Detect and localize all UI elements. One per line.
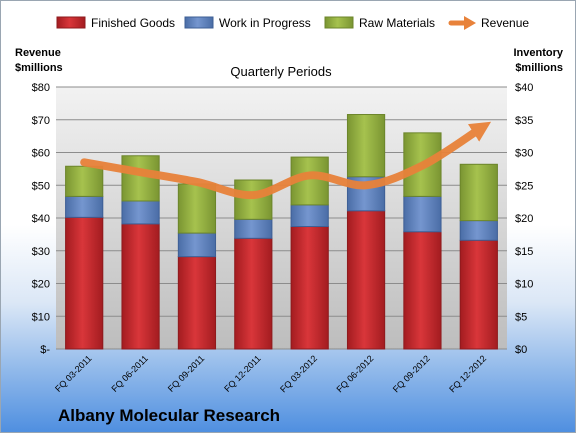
x-tick-label: FQ 09-2012 [391,353,432,394]
bar-finished-goods [403,231,442,350]
legend-label-raw-materials: Raw Materials [359,16,435,30]
bar-work-in-progress [65,195,104,218]
bar-raw-materials [121,155,160,202]
chart-title: Quarterly Periods [230,64,332,79]
x-tick-label: FQ 12-2011 [222,353,263,394]
right-tick-label: $0 [515,344,527,356]
bar-finished-goods [459,239,498,350]
right-tick-label: $25 [515,180,533,192]
revenue-line-group [80,121,492,200]
right-tick-label: $15 [515,246,533,258]
bar-finished-goods [234,237,273,350]
legend-swatch-finished-goods [56,16,86,29]
revenue-line [80,121,492,200]
bar-raw-materials [459,163,498,222]
left-axis-title-line1: Revenue [15,47,61,59]
company-name: Albany Molecular Research [58,406,281,425]
bar-finished-goods [290,226,329,350]
legend-label-work-in-progress: Work in Progress [219,16,311,30]
left-tick-label: $10 [32,311,50,323]
x-tick-label: FQ 06-2011 [109,353,150,394]
bar-work-in-progress [290,204,329,228]
bars [65,114,498,350]
left-tick-label: $60 [32,148,50,160]
right-tick-label: $20 [515,213,533,225]
legend-arrow-icon [464,16,476,30]
legend-swatch-work-in-progress [184,16,214,29]
x-tick-label: FQ 12-2012 [447,353,488,394]
right-tick-label: $40 [515,82,533,94]
legend: Finished Goods Work in Progress Raw Materi… [56,16,529,30]
x-tick-label: FQ 06-2012 [334,353,375,394]
bar-raw-materials [177,183,217,234]
right-tick-label: $5 [515,311,527,323]
bar-work-in-progress [403,195,442,233]
bar-raw-materials [234,179,273,220]
legend-label-revenue: Revenue [481,16,529,30]
bar-work-in-progress [234,218,273,239]
bar-finished-goods [177,256,217,350]
x-tick-label: FQ 09-2011 [166,353,207,394]
legend-swatch-raw-materials [324,16,354,29]
bar-finished-goods [121,223,160,350]
bar-raw-materials [346,114,386,178]
left-tick-label: $- [40,344,50,356]
left-tick-label: $20 [32,279,50,291]
legend-label-finished-goods: Finished Goods [91,16,175,30]
bar-raw-materials [65,165,104,197]
left-axis-title-line2: $millions [15,62,63,74]
bar-finished-goods [346,210,386,350]
right-axis-title-line1: Inventory [513,47,563,59]
right-tick-label: $10 [515,279,533,291]
right-axis-title-line2: $millions [515,62,563,74]
x-tick-label: FQ 03-2011 [53,353,94,394]
left-tick-label: $80 [32,82,50,94]
bar-work-in-progress [459,220,498,241]
right-tick-label: $30 [515,148,533,160]
x-tick-label: FQ 03-2012 [278,353,319,394]
bar-work-in-progress [121,200,160,225]
bar-finished-goods [65,216,104,350]
left-tick-label: $50 [32,180,50,192]
left-tick-label: $70 [32,115,50,127]
left-tick-label: $40 [32,213,50,225]
right-tick-label: $35 [515,115,533,127]
left-tick-label: $30 [32,246,50,258]
bar-work-in-progress [177,232,217,258]
